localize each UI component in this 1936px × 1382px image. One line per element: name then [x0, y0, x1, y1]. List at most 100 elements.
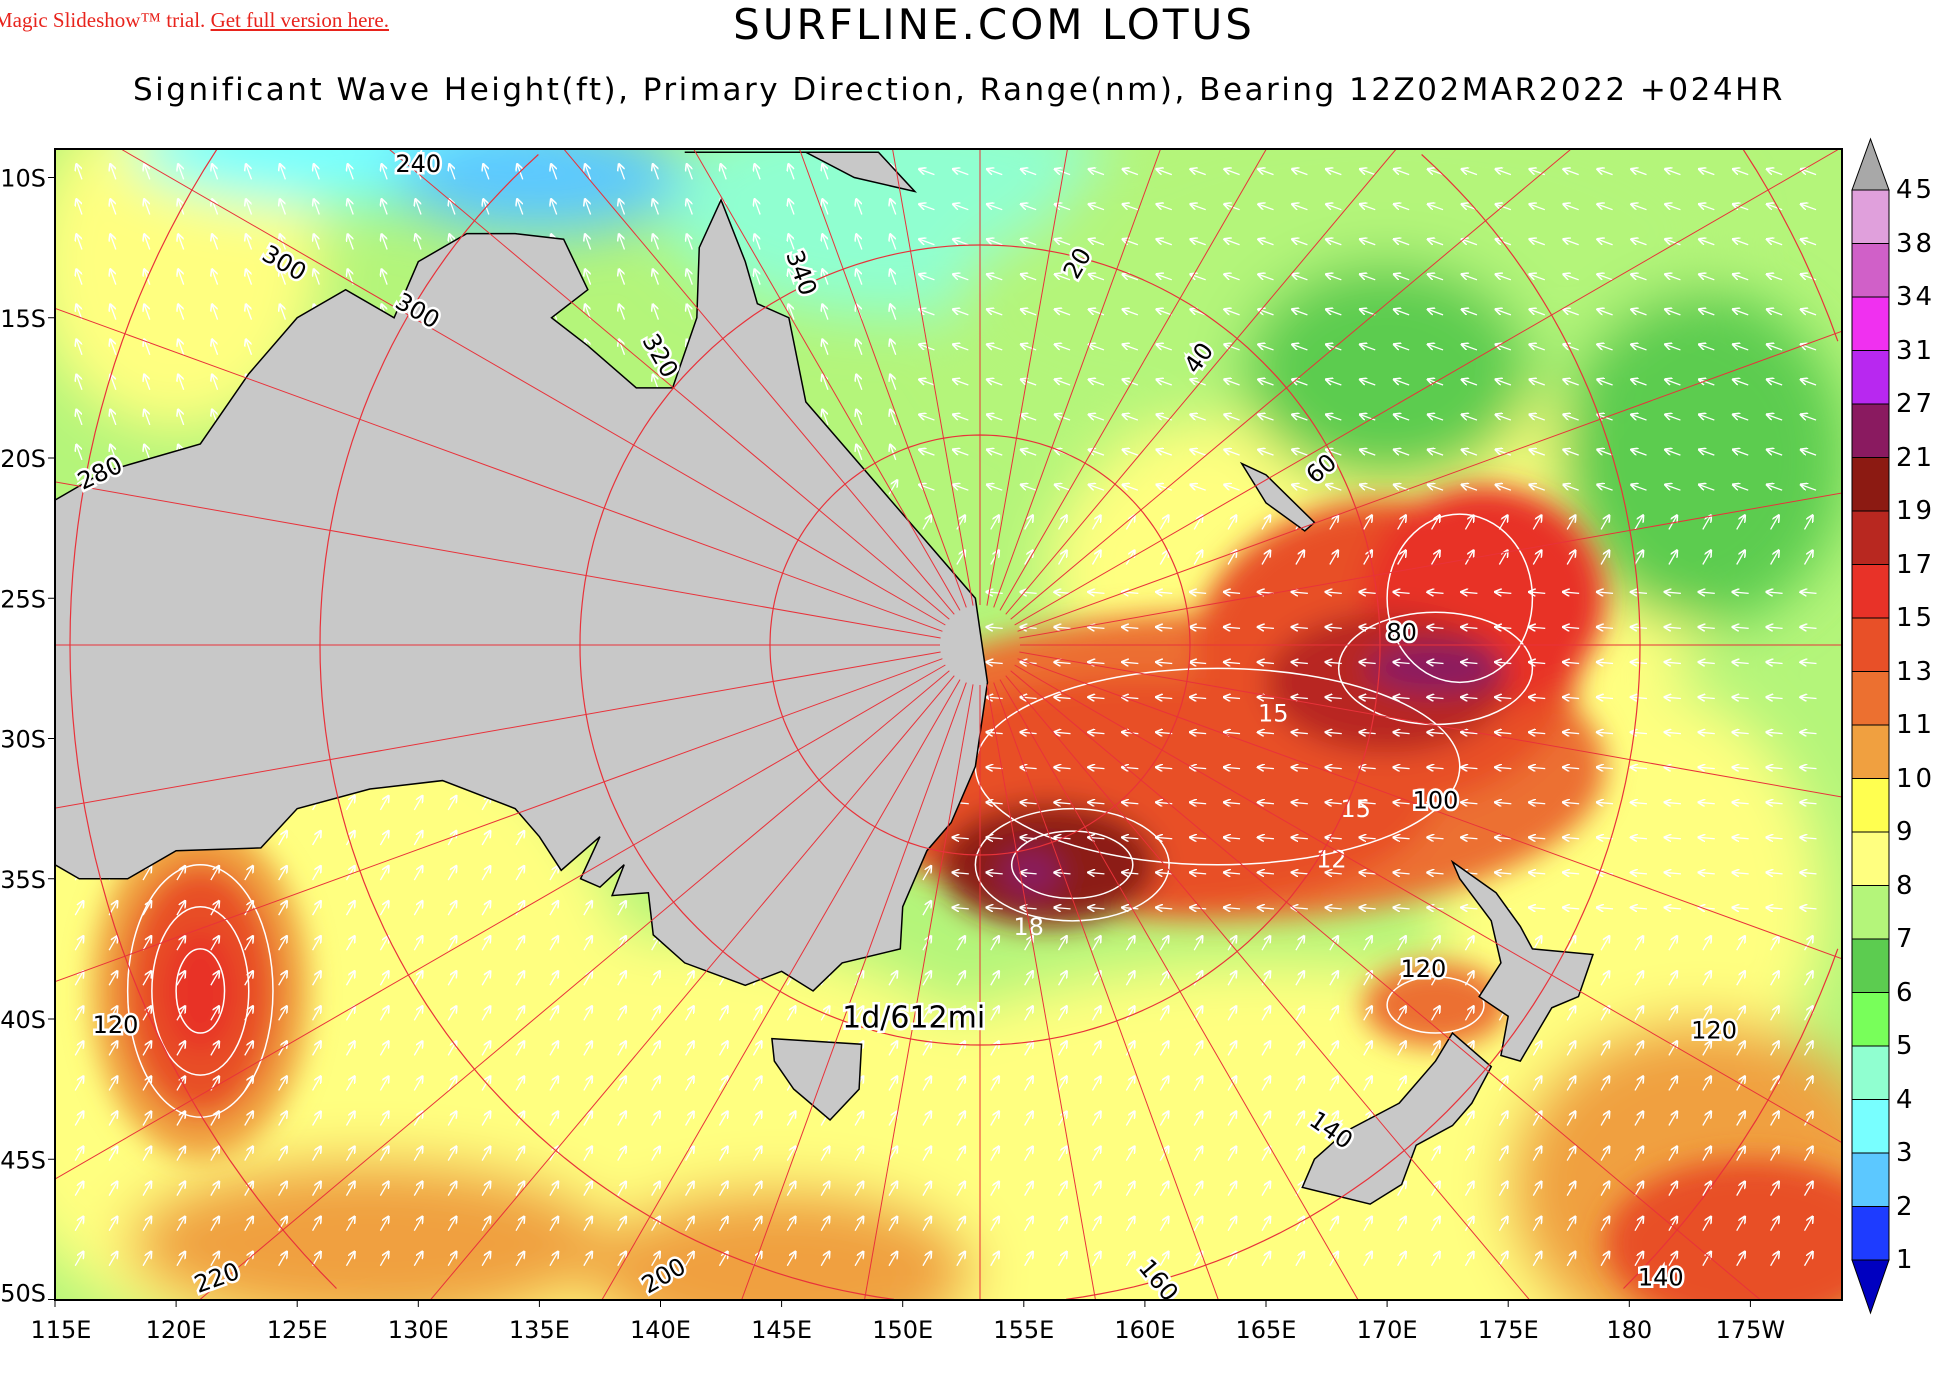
direction-arrow [413, 796, 422, 811]
colorbar-label: 31 [1896, 335, 1936, 366]
direction-arrow [1021, 415, 1037, 421]
direction-arrow [379, 971, 388, 986]
direction-arrow [1088, 908, 1105, 909]
direction-arrow [1159, 936, 1168, 951]
direction-arrow [210, 866, 219, 881]
direction-arrow [651, 1147, 660, 1161]
direction-arrow [278, 1217, 287, 1232]
direction-arrow [1190, 872, 1207, 873]
wave-zone [587, 1187, 976, 1300]
direction-arrow [312, 1147, 321, 1161]
direction-arrow [212, 340, 219, 355]
direction-arrow [1024, 1006, 1033, 1021]
direction-arrow [549, 1112, 558, 1126]
direction-arrow [515, 1077, 524, 1091]
direction-arrow [1292, 239, 1308, 246]
direction-arrow [651, 1006, 660, 1021]
direction-arrow [619, 199, 626, 215]
direction-arrow [110, 234, 117, 250]
direction-arrow [74, 1112, 83, 1126]
direction-arrow [1122, 627, 1139, 628]
direction-arrow [74, 1217, 83, 1232]
direction-arrow [1292, 274, 1308, 281]
colorbar-label: 4 [1896, 1084, 1916, 1115]
direction-arrow [1225, 415, 1240, 421]
colorbar-band [1851, 457, 1890, 512]
colorbar-band [1851, 671, 1890, 726]
lon-tick-label: 120E [146, 1316, 207, 1344]
direction-arrow [820, 1217, 829, 1232]
direction-arrow [1021, 169, 1037, 176]
direction-arrow [110, 199, 117, 215]
direction-arrow [447, 1147, 456, 1161]
direction-arrow [854, 1182, 863, 1196]
direction-arrow [786, 1112, 795, 1126]
direction-arrow [1055, 802, 1071, 803]
colorbar-top-arrow [1851, 137, 1890, 191]
direction-arrow [176, 866, 185, 881]
direction-arrow [178, 164, 185, 180]
direction-arrow [76, 375, 83, 391]
direction-arrow [210, 1182, 219, 1196]
direction-arrow [345, 1006, 354, 1021]
direction-arrow [854, 1217, 863, 1232]
direction-arrow [820, 1182, 829, 1196]
direction-arrow [447, 866, 456, 881]
lat-tick-label: 15S [0, 305, 46, 333]
direction-arrow [585, 270, 592, 285]
direction-arrow [922, 1077, 931, 1091]
direction-arrow [1021, 908, 1037, 909]
direction-arrow [1055, 274, 1071, 281]
direction-arrow [1159, 1042, 1168, 1056]
direction-arrow [1193, 936, 1202, 951]
direction-arrow [176, 901, 185, 916]
colorbar-band [1851, 992, 1890, 1047]
direction-arrow [244, 1217, 253, 1232]
direction-arrow [922, 1182, 931, 1196]
direction-arrow [1258, 592, 1275, 593]
direction-arrow [856, 410, 863, 426]
direction-arrow [990, 1217, 999, 1232]
direction-arrow [990, 1147, 999, 1161]
full-version-link[interactable]: Get full version here. [210, 8, 390, 32]
colorbar-band [1851, 1099, 1890, 1154]
direction-arrow [755, 164, 761, 180]
direction-arrow [481, 1112, 490, 1126]
direction-arrow [1193, 1252, 1202, 1267]
direction-arrow [379, 936, 388, 951]
bearing-label: 120 [1691, 1017, 1737, 1045]
direction-arrow [1224, 592, 1241, 593]
direction-arrow [1190, 662, 1207, 663]
direction-arrow [1123, 485, 1139, 491]
direction-arrow [987, 837, 1003, 838]
direction-arrow [953, 239, 969, 246]
contour-line [151, 906, 250, 1076]
direction-arrow [1055, 908, 1071, 909]
direction-arrow [651, 1217, 660, 1232]
direction-arrow [345, 866, 354, 881]
direction-arrow [1227, 971, 1236, 986]
direction-arrow [1123, 309, 1139, 316]
direction-arrow [142, 1252, 151, 1267]
direction-arrow [1123, 274, 1139, 281]
direction-arrow [178, 375, 185, 391]
direction-arrow [1159, 1006, 1168, 1021]
direction-arrow [76, 199, 83, 215]
direction-arrow [1091, 1217, 1100, 1232]
direction-arrow [583, 1112, 592, 1126]
colorbar-band [1851, 1045, 1890, 1100]
direction-arrow [345, 831, 354, 846]
direction-arrow [1125, 1042, 1134, 1056]
lat-tick-label: 10S [0, 165, 46, 193]
direction-arrow [1122, 908, 1139, 909]
direction-arrow [345, 796, 354, 811]
direction-arrow [1057, 936, 1067, 951]
direction-arrow [1024, 1147, 1033, 1161]
direction-arrow [1261, 1147, 1270, 1161]
direction-arrow [919, 169, 935, 176]
direction-arrow [379, 1217, 388, 1232]
direction-arrow [1125, 936, 1134, 951]
direction-arrow [890, 410, 897, 426]
direction-arrow [382, 199, 388, 215]
direction-arrow [1021, 767, 1037, 768]
